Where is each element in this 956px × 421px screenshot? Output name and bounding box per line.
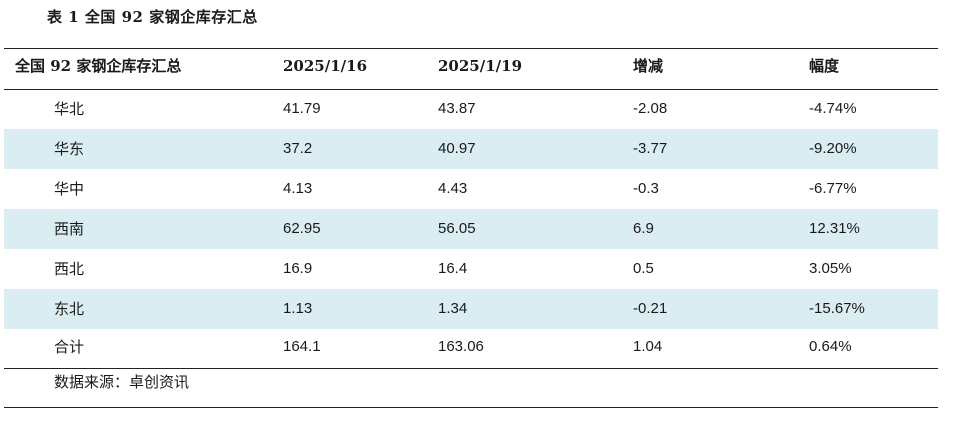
cell-change: -3.77 xyxy=(633,140,668,157)
cell-value-2: 43.87 xyxy=(438,100,476,117)
cell-value-1: 164.1 xyxy=(283,338,321,355)
header-region: 全国 92 家钢企库存汇总 xyxy=(15,57,182,75)
source-note: 数据来源：卓创资讯 xyxy=(54,373,190,391)
cell-value-2: 4.43 xyxy=(438,180,468,197)
header-rate: 幅度 xyxy=(809,57,840,75)
cell-value-1: 37.2 xyxy=(283,140,313,157)
header-change: 增减 xyxy=(633,57,664,75)
cell-change: 0.5 xyxy=(633,260,654,277)
cell-change: 6.9 xyxy=(633,220,654,237)
cell-region: 华北 xyxy=(54,100,85,118)
header-date-2: 2025/1/19 xyxy=(438,57,523,75)
cell-value-1: 62.95 xyxy=(283,220,321,237)
table-row: 东北 1.13 1.34 -0.21 -15.67% xyxy=(4,289,938,329)
cell-region: 西南 xyxy=(54,220,85,238)
table-row: 华北 41.79 43.87 -2.08 -4.74% xyxy=(4,89,938,129)
cell-rate: 12.31% xyxy=(809,220,860,237)
table-bottom-rule xyxy=(4,407,938,408)
cell-value-2: 163.06 xyxy=(438,338,484,355)
cell-region: 华东 xyxy=(54,140,85,158)
cell-value-2: 1.34 xyxy=(438,300,468,317)
cell-region: 华中 xyxy=(54,180,85,198)
header-rule xyxy=(4,89,938,90)
body-bottom-rule xyxy=(4,368,938,369)
cell-rate: -15.67% xyxy=(809,300,865,317)
table-row-total: 合计 164.1 163.06 1.04 0.64% xyxy=(4,327,938,367)
table-row: 华东 37.2 40.97 -3.77 -9.20% xyxy=(4,129,938,169)
cell-value-1: 1.13 xyxy=(283,300,313,317)
table-row: 西北 16.9 16.4 0.5 3.05% xyxy=(4,249,938,289)
cell-value-2: 56.05 xyxy=(438,220,476,237)
cell-rate: -6.77% xyxy=(809,180,857,197)
cell-value-1: 4.13 xyxy=(283,180,313,197)
cell-rate: 0.64% xyxy=(809,338,852,355)
cell-change: 1.04 xyxy=(633,338,663,355)
cell-region: 西北 xyxy=(54,260,85,278)
cell-value-2: 16.4 xyxy=(438,260,468,277)
cell-region: 合计 xyxy=(54,338,85,356)
cell-change: -0.3 xyxy=(633,180,659,197)
cell-rate: 3.05% xyxy=(809,260,852,277)
cell-rate: -4.74% xyxy=(809,100,857,117)
cell-value-1: 16.9 xyxy=(283,260,313,277)
cell-value-1: 41.79 xyxy=(283,100,321,117)
top-rule xyxy=(4,48,938,49)
cell-region: 东北 xyxy=(54,300,85,318)
cell-rate: -9.20% xyxy=(809,140,857,157)
table-caption: 表 1 全国 92 家钢企库存汇总 xyxy=(47,8,258,26)
cell-value-2: 40.97 xyxy=(438,140,476,157)
cell-change: -2.08 xyxy=(633,100,668,117)
header-date-1: 2025/1/16 xyxy=(283,57,368,75)
table-row: 西南 62.95 56.05 6.9 12.31% xyxy=(4,209,938,249)
cell-change: -0.21 xyxy=(633,300,668,317)
table-row: 华中 4.13 4.43 -0.3 -6.77% xyxy=(4,169,938,209)
